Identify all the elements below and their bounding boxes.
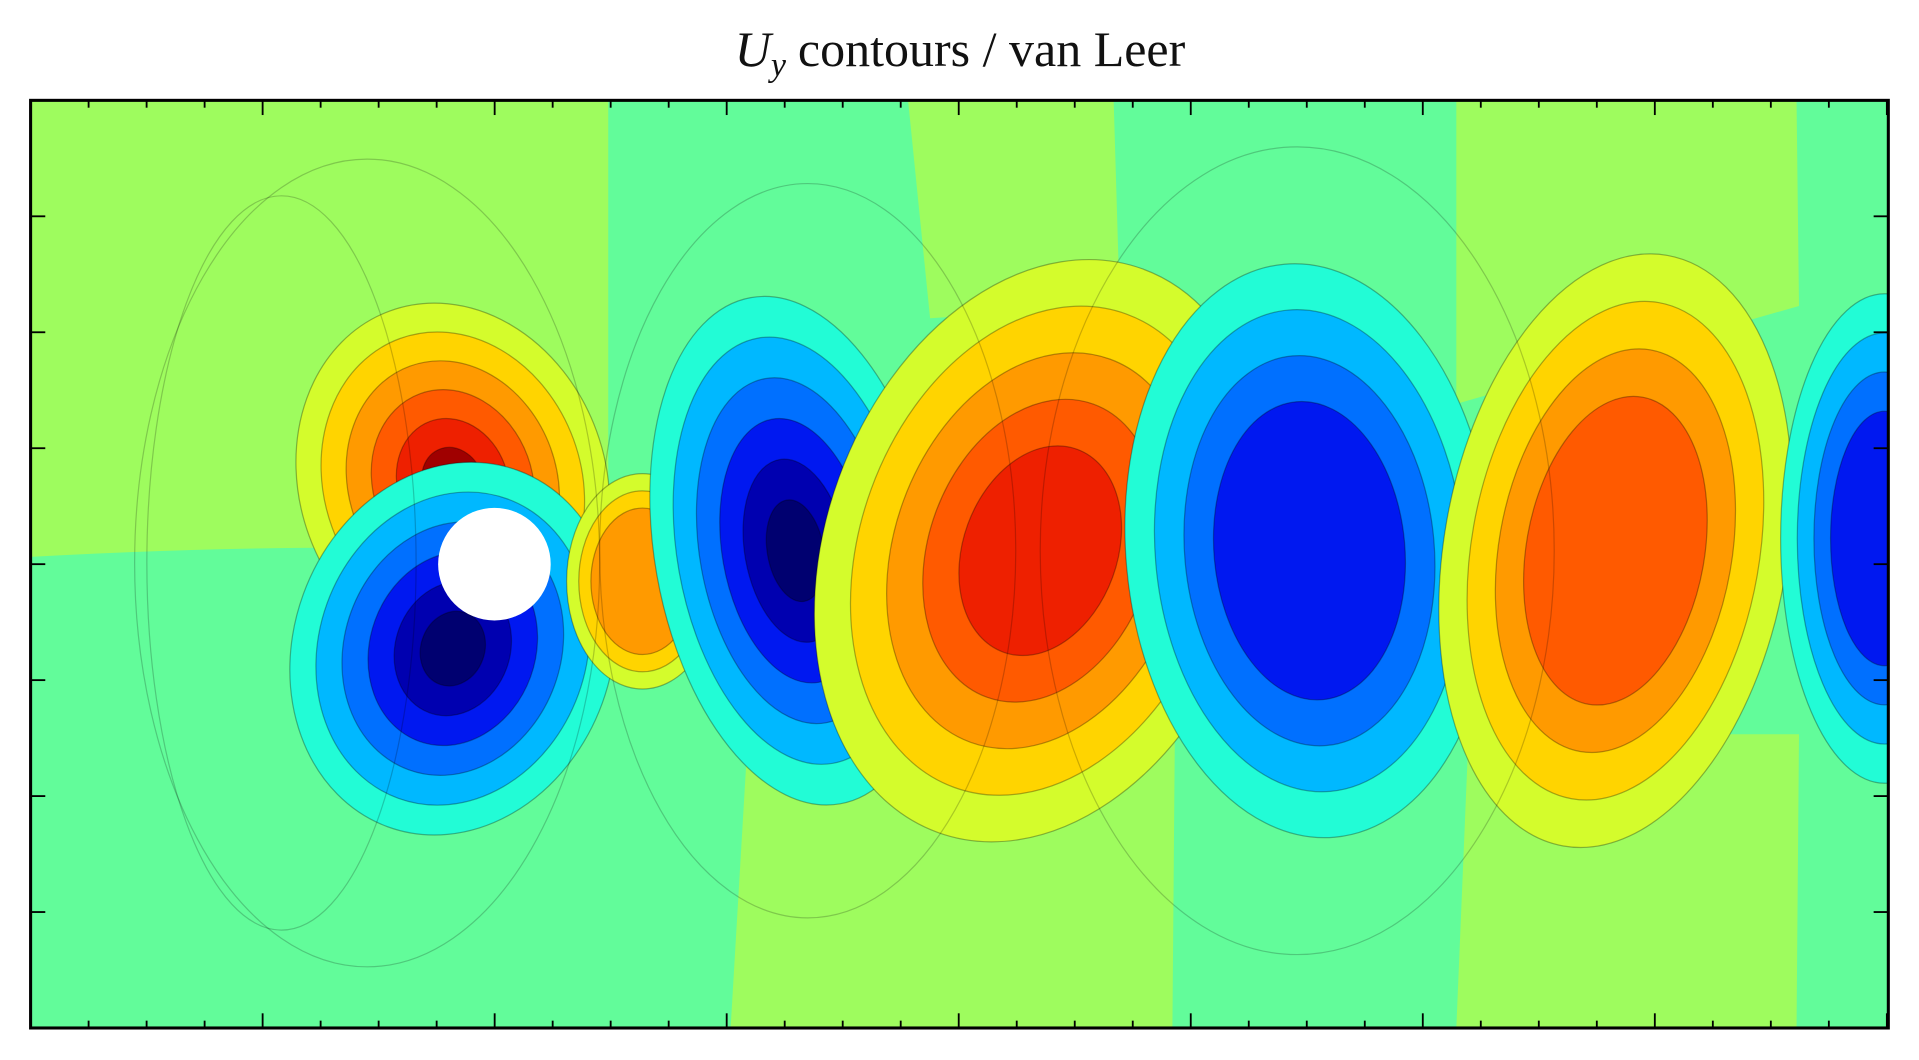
chart-title: Uy contours / van Leer <box>735 21 1186 84</box>
isoline <box>599 182 1017 919</box>
contour-level <box>958 445 1123 657</box>
contour-level <box>1212 400 1407 701</box>
isoline <box>1039 146 1555 956</box>
contour-field <box>30 100 1889 1028</box>
contour-level <box>1522 395 1708 706</box>
title-text: contours / van Leer <box>798 21 1186 77</box>
cylinder <box>438 507 551 621</box>
contour-levels <box>134 146 1889 968</box>
isoline <box>134 158 601 968</box>
title-symbol: U <box>735 21 774 77</box>
isoline <box>146 195 417 931</box>
contour-level <box>1829 410 1889 667</box>
plot-area <box>29 98 1890 1030</box>
contour-level <box>419 610 487 687</box>
title-subscript: y <box>768 47 787 84</box>
tick-marks <box>30 100 1889 1028</box>
